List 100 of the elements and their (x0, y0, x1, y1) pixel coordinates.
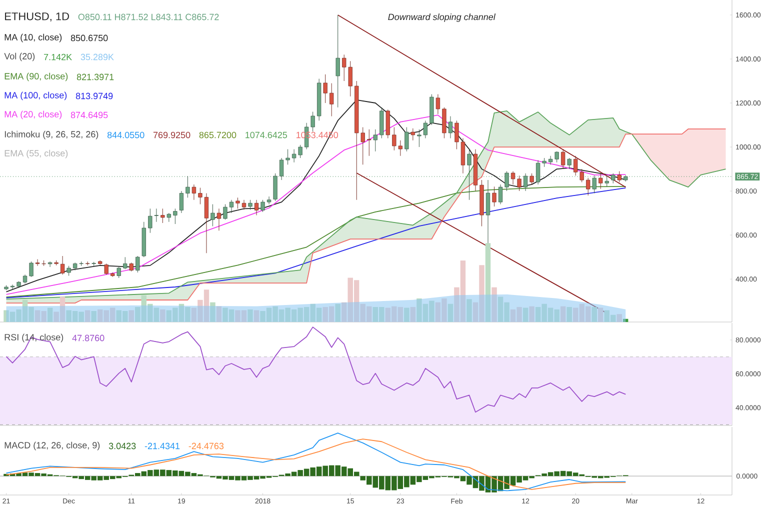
bar (210, 302, 216, 322)
bar (598, 308, 604, 322)
bar (216, 306, 222, 322)
candlestick (192, 184, 196, 200)
candlestick (116, 266, 121, 278)
series-label: 47.8760 (72, 334, 104, 342)
candlestick (136, 256, 140, 273)
text: MACD (12, 26, close, 9) (4, 442, 100, 450)
candlestick (229, 200, 234, 214)
candlestick (166, 212, 172, 222)
annotation: 844.0550 (107, 132, 144, 138)
annotation: 7.142K (44, 54, 72, 60)
bar (623, 318, 628, 322)
candlestick (160, 208, 165, 224)
candlestick (410, 128, 416, 141)
bar (566, 307, 572, 322)
candlestick (198, 187, 202, 204)
annotation: 769.9250 (153, 132, 190, 138)
candlestick (404, 126, 409, 152)
bar (84, 310, 90, 322)
candlestick (336, 14, 340, 108)
candlestick (561, 148, 566, 170)
bar (560, 306, 566, 322)
candlestick (173, 208, 178, 224)
bar (254, 310, 260, 322)
candlestick (442, 107, 446, 138)
annotation: 813.9749 (76, 92, 113, 100)
candlestick (367, 129, 372, 156)
candlestick (273, 173, 278, 202)
candlestick (179, 190, 184, 214)
candlestick (154, 208, 158, 222)
bar (592, 307, 597, 322)
candlestick (279, 158, 284, 180)
candlestick (517, 175, 522, 192)
bar (160, 309, 166, 322)
candlestick (286, 148, 290, 165)
candlestick (592, 175, 596, 194)
candlestick (454, 120, 459, 150)
text: EMA (90, close) (4, 72, 68, 82)
candlestick (448, 116, 453, 138)
bar (91, 310, 96, 322)
bar (410, 307, 416, 322)
candlestick (567, 158, 572, 170)
bar (466, 299, 472, 322)
candlestick (323, 74, 328, 104)
candlestick (492, 186, 496, 207)
chart-title: Vol (20) (4, 52, 35, 62)
candlestick (60, 256, 65, 275)
candlestick (586, 178, 590, 196)
candlestick (148, 208, 152, 234)
candlestick (29, 261, 34, 278)
candlestick (104, 263, 108, 275)
candlestick (460, 138, 466, 174)
candlestick (604, 175, 609, 187)
bar (335, 304, 340, 322)
candlestick (66, 266, 71, 276)
bar (248, 309, 253, 322)
bar (529, 306, 534, 322)
bar (492, 287, 497, 322)
text: MA (10, close) (4, 34, 62, 42)
candlestick (530, 173, 534, 185)
text: MA (100, close) (4, 92, 67, 100)
series-label: -24.4763 (188, 442, 224, 450)
candlestick (611, 173, 616, 184)
candlestick (42, 260, 46, 266)
candlestick (523, 173, 528, 192)
candlestick (242, 200, 246, 210)
candlestick (254, 200, 259, 216)
candlestick (436, 94, 440, 114)
annotation: Ichimoku (9, 26, 52, 26) (4, 130, 98, 140)
candlestick (260, 200, 265, 212)
bar (485, 243, 491, 322)
annotation: 850.6750 (70, 34, 108, 42)
candlestick (186, 176, 190, 198)
annotation: 821.3971 (76, 74, 114, 80)
annotation: 865.7200 (199, 132, 236, 138)
annotation: 35.289K (80, 54, 114, 60)
candlestick (598, 173, 603, 190)
annotation: 874.6495 (70, 112, 108, 118)
bar (448, 304, 454, 322)
annotation: 1074.6425 (246, 132, 288, 138)
annotation: EMA (55, close) (4, 150, 68, 158)
candlestick (204, 192, 209, 254)
candlestick (123, 256, 128, 270)
candlestick (467, 148, 472, 200)
bar (616, 314, 622, 322)
candlestick (504, 170, 509, 192)
candlestick (10, 284, 15, 290)
bar (404, 308, 410, 322)
bar (522, 308, 528, 322)
bar (128, 310, 134, 322)
candlestick (48, 261, 52, 268)
series-label: -21.4341 (144, 442, 180, 450)
candlestick (210, 204, 215, 227)
candlestick (386, 109, 390, 138)
text: MA (20, close) (4, 110, 62, 120)
text: ETHUSD, 1D (5, 12, 69, 22)
candlestick (223, 204, 228, 220)
candlestick (266, 196, 272, 204)
annotation: Downward sloping channel (388, 14, 496, 22)
